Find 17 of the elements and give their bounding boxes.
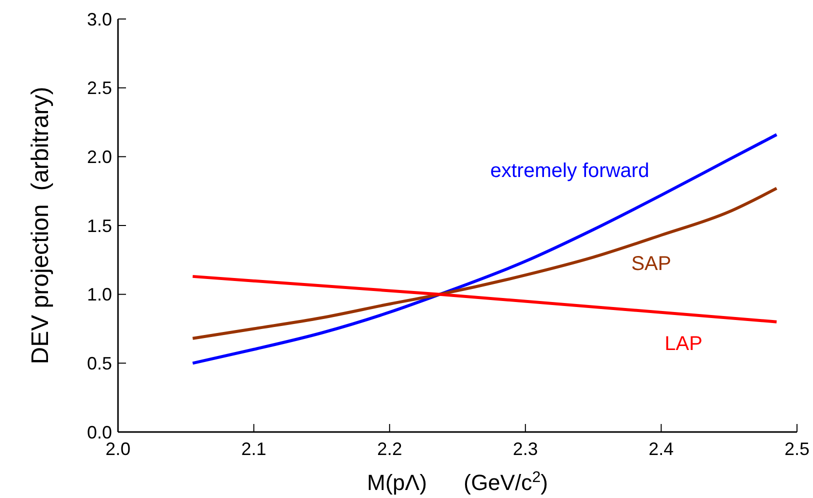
x-axis-title: M(pΛ) (GeV/c$^{2}$) bbox=[367, 468, 548, 495]
y-tick-label: 1.0 bbox=[86, 284, 112, 305]
x-tick-label: 2.3 bbox=[512, 438, 538, 459]
line-series bbox=[191, 133, 778, 365]
series-label: SAP bbox=[631, 253, 672, 276]
y-tick-label: 2.0 bbox=[86, 147, 112, 168]
y-tick-label: 1.5 bbox=[86, 216, 112, 236]
x-tick-label: 2.5 bbox=[784, 438, 810, 459]
x-tick-label: 2.1 bbox=[241, 438, 266, 459]
x-tick-label: 2.4 bbox=[648, 438, 674, 459]
y-tick-label: 3.0 bbox=[86, 9, 112, 30]
x-tick-label: 2.2 bbox=[377, 438, 402, 459]
y-tick-label: 2.5 bbox=[86, 78, 112, 98]
y-axis-title: DEV projection (arbitrary) bbox=[27, 86, 54, 364]
y-tick-label: 0.5 bbox=[86, 354, 112, 374]
series-label: extremely forward bbox=[490, 160, 650, 182]
series-label: LAP bbox=[664, 332, 702, 355]
